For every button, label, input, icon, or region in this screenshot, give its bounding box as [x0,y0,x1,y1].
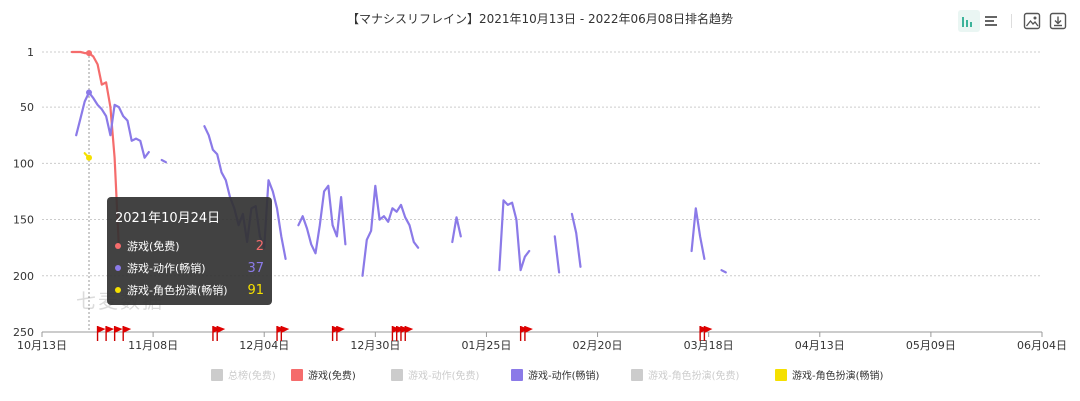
flag-icon[interactable] [404,326,414,341]
legend: 总榜(免费) 游戏(免费) 游戏-动作(免费) 游戏-动作(畅销) 游戏-角色扮演(免费… [211,369,884,382]
series-segment [297,184,347,255]
flag-icon[interactable] [280,326,290,341]
tooltip-row: 游戏-动作(畅销) 37 [115,257,264,279]
tooltip-value: 2 [255,238,264,254]
x-axis: 10月13日 11月08日 12月04日 12月30日 01月25日 02月20日 03月1… [17,331,1067,352]
flag-icon[interactable] [113,326,123,341]
series-segment [361,184,420,277]
tooltip-dot [115,243,121,249]
series-segment [720,269,727,274]
legend-item[interactable]: 游戏(免费) [291,369,356,382]
legend-label: 游戏(免费) [308,369,356,382]
y-tick-label: 150 [13,214,34,227]
hover-point [86,154,93,161]
series-segment [498,199,531,272]
y-tick-label: 100 [13,157,34,170]
x-tick-label: 10月13日 [17,339,67,352]
flag-icon[interactable] [216,326,226,341]
series-segment [75,91,150,159]
legend-item[interactable]: 游戏-动作(畅销) [511,369,600,382]
flag-icon[interactable] [524,326,533,341]
x-tick-label: 02月20日 [573,339,623,352]
series-line [70,50,121,249]
legend-item[interactable]: 游戏-角色扮演(畅销) [775,369,884,382]
x-tick-label: 12月04日 [239,339,289,352]
series-segment [451,216,462,244]
legend-swatch [511,369,523,381]
legend-label: 总榜(免费) [228,369,276,382]
tooltip-date: 2021年10月24日 [115,211,221,226]
x-tick-label: 03月18日 [684,339,734,352]
legend-swatch [775,369,787,381]
y-tick-label: 1 [27,46,34,59]
legend-label: 游戏-动作(免费) [408,369,480,382]
chart-title: 【マナシスリフレイン】2021年10月13日 - 2022年06月08日排名趋势 [347,11,733,26]
x-tick-label: 06月04日 [1017,339,1067,352]
tooltip-value: 37 [247,260,264,276]
flag-icon[interactable] [336,326,345,341]
flag-icon[interactable] [96,326,106,341]
flag-icon[interactable] [105,326,115,341]
hover-point [86,50,93,57]
series-segment [160,158,167,164]
tooltip-value: 91 [247,282,264,298]
toolbar-divider [1011,14,1012,28]
legend-swatch [211,369,223,381]
flag-icon[interactable] [122,326,132,341]
legend-label: 游戏-动作(畅销) [528,369,600,382]
tooltip-dot [115,265,121,271]
series-segment [70,50,121,249]
chart-tooltip: 2021年10月24日 游戏(免费) 2 游戏-动作(畅销) 37 游戏-角色扮… [107,197,272,305]
legend-item[interactable]: 游戏-动作(免费) [391,369,480,382]
series-segment [570,212,582,268]
event-flags [96,326,713,341]
tooltip-dot [115,287,121,293]
legend-item[interactable]: 游戏-角色扮演(免费) [631,369,740,382]
legend-label: 游戏-角色扮演(畅销) [792,369,884,382]
hover-point [86,89,93,96]
y-tick-label: 50 [20,101,34,114]
tooltip-series-name: 游戏-角色扮演(畅销) [127,284,228,297]
legend-swatch [391,369,403,381]
y-tick-label: 200 [13,270,34,283]
tooltip-row: 游戏-角色扮演(畅销) 91 [115,279,264,301]
x-tick-label: 12月30日 [350,339,400,352]
grid-lines [42,51,1042,332]
legend-swatch [631,369,643,381]
legend-label: 游戏-角色扮演(免费) [648,369,740,382]
tooltip-row: 游戏(免费) 2 [115,235,264,257]
series-segment [553,235,561,274]
download-icon[interactable] [1047,10,1069,32]
bar-chart-icon[interactable] [958,10,980,32]
y-tick-label: 250 [13,326,34,339]
x-tick-label: 01月25日 [461,339,511,352]
x-tick-label: 05月09日 [906,339,956,352]
legend-swatch [291,369,303,381]
tooltip-series-name: 游戏(免费) [127,240,180,253]
tooltip-series-name: 游戏-动作(畅销) [127,262,206,275]
series-segment [690,207,706,260]
x-tick-label: 11月08日 [128,339,178,352]
image-icon[interactable] [1021,10,1043,32]
legend-item[interactable]: 总榜(免费) [211,369,276,382]
x-tick-label: 04月13日 [795,339,845,352]
flag-icon[interactable] [703,326,713,341]
list-icon[interactable] [980,10,1002,32]
